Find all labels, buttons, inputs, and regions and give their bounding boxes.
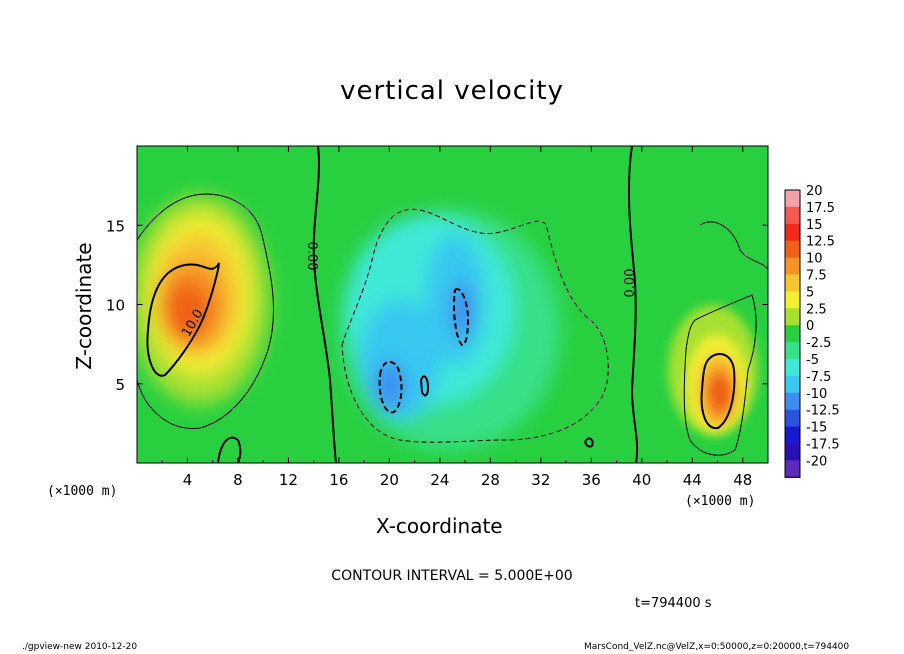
- colorbar-label: -10: [806, 387, 827, 402]
- time-label: t=794400 s: [635, 596, 712, 611]
- colorbar-label: 0: [806, 319, 814, 334]
- colorbar-swatch: [785, 325, 800, 343]
- contour-neg10-b: [452, 288, 470, 347]
- colorbar-label: -7.5: [806, 370, 831, 385]
- contour-10-bottom: [217, 436, 242, 463]
- x-tick-label: 20: [380, 471, 399, 489]
- colorbar-label: 10: [806, 252, 823, 267]
- colorbar-swatch: [785, 409, 800, 428]
- colorbar-swatch: [785, 240, 800, 259]
- x-unit-label-left: (×1000 m): [47, 484, 118, 499]
- x-tick-label: 48: [733, 471, 752, 489]
- colorbar-swatch: [785, 460, 800, 478]
- colorbar-swatch: [785, 375, 800, 394]
- downdraft-center: [340, 210, 560, 450]
- x-tick-label: 36: [582, 471, 601, 489]
- contour-small-a: [419, 375, 430, 397]
- colorbar-label: 7.5: [806, 269, 827, 284]
- colorbar-swatch: [785, 274, 800, 292]
- x-tick-label: 16: [329, 471, 348, 489]
- colorbar-label: -15: [806, 421, 827, 436]
- contour-neg5: [341, 208, 609, 443]
- contour-label: 0.00: [304, 242, 319, 271]
- x-tick-label: 44: [683, 471, 702, 489]
- colorbar-swatch: [785, 291, 800, 309]
- x-tick-label: 4: [183, 471, 193, 489]
- colorbar-swatch: [785, 443, 800, 461]
- colorbar-label: 20: [806, 184, 823, 199]
- contour-lines: [137, 146, 768, 463]
- chart-title: vertical velocity: [340, 76, 564, 106]
- footer-right: MarsCond_VelZ.nc@VelZ,x=0:50000,z=0:2000…: [584, 642, 850, 652]
- updraft-right: [668, 305, 758, 435]
- y-tick-label: 5: [115, 376, 125, 394]
- x-tick-label: 40: [632, 471, 651, 489]
- colorbar-label: -12.5: [806, 404, 840, 419]
- contour-small-b: [584, 437, 594, 448]
- contour-neg10-a: [378, 360, 403, 414]
- contour-label: 0.00: [623, 269, 638, 298]
- contour-5-left: [137, 193, 275, 429]
- colorbar-swatch: [785, 342, 800, 360]
- colorbar-swatch: [785, 308, 800, 326]
- colorbar-label: 12.5: [806, 235, 835, 250]
- y-axis-label: Z-coordinate: [72, 242, 96, 370]
- velocity-field: [137, 146, 768, 463]
- colorbar-swatch: [785, 359, 800, 377]
- colorbar-swatch: [785, 190, 800, 208]
- contour-0-right-upper: [699, 221, 768, 271]
- colorbar-label: 2.5: [806, 302, 827, 317]
- colorbar-label: -17.5: [806, 438, 840, 453]
- colorbar-label: -2.5: [806, 336, 831, 351]
- y-tick-label: 15: [106, 217, 125, 235]
- colorbar-label: 5: [806, 285, 814, 300]
- contour-10-left: [146, 262, 220, 377]
- contour-10-right: [700, 353, 736, 430]
- x-axis-label: X-coordinate: [376, 514, 503, 538]
- colorbar: 20 17.5 15 12.5 10 7.55 2.5 0 -2.5 -5 -7.5 -10 -12.5…: [784, 184, 840, 478]
- zero-contour-left: [312, 146, 337, 463]
- x-tick-label: 8: [233, 471, 243, 489]
- x-tick-label: 24: [430, 471, 449, 489]
- colorbar-label: -5: [806, 353, 819, 368]
- colorbar-swatch: [785, 392, 800, 411]
- colorbar-swatch: [785, 257, 800, 275]
- colorbar-frame: [784, 189, 801, 478]
- colorbar-label: 17.5: [806, 201, 835, 216]
- colorbar-swatch: [785, 206, 800, 225]
- contour-interval-label: CONTOUR INTERVAL = 5.000E+00: [331, 568, 573, 584]
- x-tick-label: 28: [481, 471, 500, 489]
- x-unit-label-right: (×1000 m): [685, 494, 756, 509]
- updraft-left: [137, 195, 270, 405]
- x-axis: 4 8 12 16 20 24 28 32 36 40 44 48: [161, 146, 769, 489]
- y-tick-label: 10: [106, 297, 125, 315]
- colorbar-swatch: [785, 426, 800, 444]
- colorbar-label: -20: [806, 454, 827, 469]
- contour-5-right: [683, 294, 757, 456]
- x-tick-label: 32: [531, 471, 550, 489]
- zero-contour-right: [627, 146, 639, 463]
- x-tick-label: 12: [279, 471, 298, 489]
- footer-left: ./gpview-new 2010-12-20: [22, 642, 138, 652]
- colorbar-label: 15: [806, 218, 823, 233]
- y-axis: 5 10 15: [106, 217, 768, 394]
- colorbar-swatch: [785, 223, 800, 242]
